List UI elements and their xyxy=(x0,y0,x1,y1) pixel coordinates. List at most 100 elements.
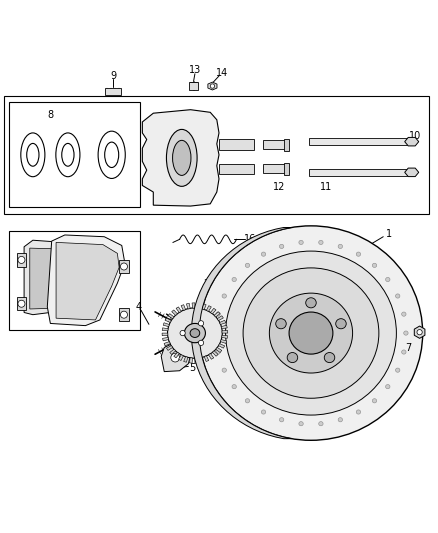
Ellipse shape xyxy=(167,308,222,358)
Text: 12: 12 xyxy=(273,182,286,192)
Bar xyxy=(9,231,140,330)
Polygon shape xyxy=(217,316,223,320)
Ellipse shape xyxy=(261,410,266,414)
Polygon shape xyxy=(184,357,188,362)
Polygon shape xyxy=(222,335,228,338)
Polygon shape xyxy=(197,303,201,309)
Polygon shape xyxy=(208,353,214,359)
Ellipse shape xyxy=(319,240,323,245)
Polygon shape xyxy=(187,303,190,309)
Polygon shape xyxy=(165,318,171,322)
Ellipse shape xyxy=(396,294,400,298)
Ellipse shape xyxy=(98,131,125,179)
Ellipse shape xyxy=(56,133,80,177)
Polygon shape xyxy=(221,325,227,329)
Polygon shape xyxy=(222,330,228,333)
Ellipse shape xyxy=(27,143,39,166)
Polygon shape xyxy=(168,313,174,319)
Text: 9: 9 xyxy=(110,71,116,81)
Text: 16: 16 xyxy=(244,235,256,244)
Circle shape xyxy=(417,329,422,335)
Polygon shape xyxy=(405,138,419,146)
Polygon shape xyxy=(192,303,195,308)
Ellipse shape xyxy=(222,294,226,298)
Polygon shape xyxy=(56,243,119,320)
Ellipse shape xyxy=(336,319,346,329)
Polygon shape xyxy=(170,349,176,354)
Ellipse shape xyxy=(184,324,205,343)
Polygon shape xyxy=(220,340,226,343)
Ellipse shape xyxy=(402,312,406,316)
Text: 7: 7 xyxy=(405,343,411,352)
Text: 13: 13 xyxy=(189,65,201,75)
Text: 3: 3 xyxy=(234,296,240,306)
Text: 8: 8 xyxy=(47,110,53,120)
Ellipse shape xyxy=(289,312,333,354)
Bar xyxy=(189,82,198,90)
Polygon shape xyxy=(166,345,173,350)
Polygon shape xyxy=(208,82,217,90)
Polygon shape xyxy=(162,328,168,331)
Ellipse shape xyxy=(216,312,220,316)
Polygon shape xyxy=(204,356,209,361)
Ellipse shape xyxy=(299,240,303,245)
Bar xyxy=(119,308,129,321)
Ellipse shape xyxy=(276,319,286,329)
Circle shape xyxy=(198,321,204,326)
Polygon shape xyxy=(176,307,181,313)
Ellipse shape xyxy=(21,133,45,177)
Ellipse shape xyxy=(279,418,284,422)
Ellipse shape xyxy=(190,329,200,337)
Circle shape xyxy=(198,340,204,345)
Text: 1: 1 xyxy=(386,229,392,239)
Polygon shape xyxy=(212,351,218,356)
Polygon shape xyxy=(202,304,206,310)
Polygon shape xyxy=(215,348,222,352)
Ellipse shape xyxy=(232,277,237,281)
Ellipse shape xyxy=(372,263,377,268)
Ellipse shape xyxy=(279,244,284,248)
Ellipse shape xyxy=(173,140,191,175)
Ellipse shape xyxy=(232,384,237,389)
Circle shape xyxy=(210,84,215,88)
Bar xyxy=(17,253,26,266)
Circle shape xyxy=(18,256,25,263)
Polygon shape xyxy=(200,357,203,363)
Ellipse shape xyxy=(385,277,390,281)
Ellipse shape xyxy=(287,352,298,362)
Ellipse shape xyxy=(319,422,323,426)
Ellipse shape xyxy=(402,350,406,354)
Bar xyxy=(284,139,289,151)
Ellipse shape xyxy=(356,252,360,256)
Text: 14: 14 xyxy=(216,68,229,78)
Polygon shape xyxy=(214,312,220,317)
Polygon shape xyxy=(206,306,211,311)
Ellipse shape xyxy=(372,399,377,403)
Polygon shape xyxy=(161,343,192,372)
Bar xyxy=(219,140,254,150)
Polygon shape xyxy=(211,308,216,314)
Ellipse shape xyxy=(166,130,197,187)
Bar xyxy=(309,169,407,176)
Bar xyxy=(219,164,254,174)
Circle shape xyxy=(18,300,25,307)
Bar xyxy=(9,102,140,207)
Polygon shape xyxy=(181,305,186,310)
Ellipse shape xyxy=(261,252,266,256)
Polygon shape xyxy=(142,110,219,206)
Text: 15: 15 xyxy=(90,259,102,269)
Ellipse shape xyxy=(356,410,360,414)
Circle shape xyxy=(120,263,127,270)
Ellipse shape xyxy=(199,226,423,440)
Polygon shape xyxy=(219,344,225,348)
Polygon shape xyxy=(189,358,193,363)
Polygon shape xyxy=(163,323,170,327)
Ellipse shape xyxy=(62,143,74,166)
Polygon shape xyxy=(30,248,68,309)
Ellipse shape xyxy=(306,298,316,308)
Ellipse shape xyxy=(396,368,400,372)
Ellipse shape xyxy=(404,331,408,335)
Circle shape xyxy=(120,311,127,318)
Text: 4: 4 xyxy=(135,302,141,312)
Ellipse shape xyxy=(216,350,220,354)
